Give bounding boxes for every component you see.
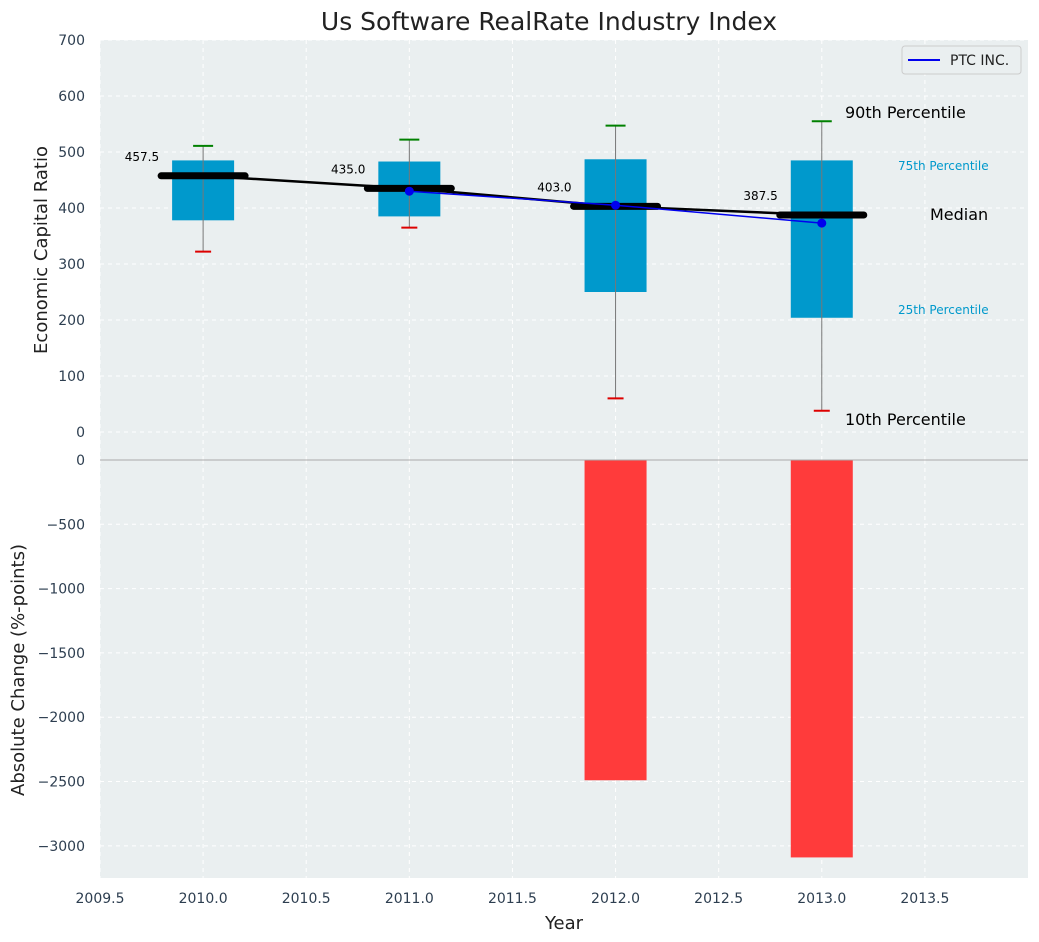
annotation-p25: 25th Percentile — [898, 303, 989, 317]
bottom-y-tick-label: −3000 — [38, 839, 85, 855]
top-y-tick-label: 0 — [76, 425, 85, 441]
bottom-y-tick-label: −2500 — [38, 775, 85, 791]
annotation-median: Median — [930, 205, 988, 224]
top-y-axis-label: Economic Capital Ratio — [31, 146, 52, 354]
annotation-p90: 90th Percentile — [845, 103, 966, 122]
x-tick-label: 2010.5 — [282, 891, 331, 907]
top-y-tick-label: 300 — [58, 257, 85, 273]
top-y-tick-label: 600 — [58, 89, 85, 105]
median-label-2011: 435.0 — [331, 162, 365, 176]
series-point-ptc — [611, 200, 621, 210]
bottom-plot-background — [100, 460, 1028, 878]
legend-box — [901, 45, 1022, 75]
top-plot-background — [100, 40, 1028, 460]
bottom-y-tick-label: −1500 — [38, 646, 85, 662]
top-y-tick-label: 200 — [58, 313, 85, 329]
series-point-ptc — [817, 218, 827, 228]
change-bar-2013 — [790, 460, 853, 858]
top-y-tick-label: 500 — [58, 145, 85, 161]
bottom-y-tick-label: −2000 — [38, 710, 85, 726]
series-point-ptc — [404, 186, 414, 196]
chart-title: Us Software RealRate Industry Index — [321, 7, 777, 36]
top-y-tick-label: 700 — [58, 33, 85, 49]
x-tick-label: 2011.0 — [385, 891, 434, 907]
bottom-y-axis-label: Absolute Change (%-points) — [8, 544, 29, 796]
top-y-tick-label: 400 — [58, 201, 85, 217]
median-label-2012: 403.0 — [537, 180, 571, 194]
annotation-p10: 10th Percentile — [845, 410, 966, 429]
change-bar-2012 — [584, 460, 647, 781]
legend-label-ptc: PTC INC. — [950, 53, 1009, 69]
median-label-2010: 457.5 — [125, 150, 159, 164]
bottom-y-tick-label: −500 — [47, 517, 85, 533]
x-tick-label: 2012.5 — [694, 891, 743, 907]
bottom-y-tick-label: −1000 — [38, 582, 85, 598]
bottom-y-tick-label: 0 — [76, 453, 85, 469]
median-label-2013: 387.5 — [743, 189, 777, 203]
bottom-panel: 0 −500 −1000 −1500 −2000 −2500 −3000 2009.5 2010… — [38, 453, 1028, 907]
x-tick-label: 2009.5 — [76, 891, 125, 907]
annotation-p75: 75th Percentile — [898, 159, 989, 173]
top-y-tick-label: 100 — [58, 369, 85, 385]
top-panel: 0 100 200 300 400 500 600 700 457.5 435.0 403.0 387… — [58, 33, 1028, 460]
median-trend-line — [203, 174, 822, 217]
x-tick-label: 2012.0 — [591, 891, 640, 907]
x-tick-label: 2010.0 — [179, 891, 228, 907]
x-tick-label: 2013.5 — [900, 891, 949, 907]
x-tick-label: 2013.0 — [797, 891, 846, 907]
x-axis-label: Year — [544, 913, 584, 934]
x-tick-label: 2011.5 — [488, 891, 537, 907]
